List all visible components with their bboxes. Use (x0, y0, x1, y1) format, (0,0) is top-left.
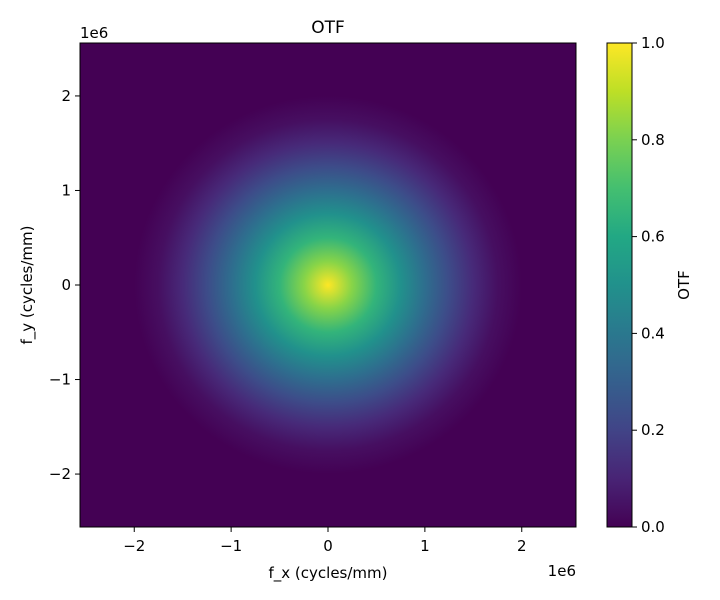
x-offset-text: 1e6 (548, 562, 576, 580)
x-axis-label: f_x (cycles/mm) (269, 564, 388, 583)
colorbar-tick-label: 0.8 (641, 131, 665, 149)
chart-title: OTF (311, 18, 345, 38)
x-tick-label: 0 (323, 537, 333, 555)
y-axis-label: f_y (cycles/mm) (18, 226, 37, 345)
colorbar-tick-label: 1.0 (641, 34, 665, 52)
colorbar-tick-label: 0.2 (641, 421, 665, 439)
x-axis-ticks: −2 −1 0 1 2 (123, 527, 527, 555)
colorbar-tick-label: 0.4 (641, 324, 665, 342)
y-tick-label: 2 (61, 87, 71, 105)
y-tick-label: 0 (61, 276, 71, 294)
y-tick-label: −2 (49, 465, 71, 483)
colorbar-tick-label: 0.0 (641, 518, 665, 536)
colorbar-tick-label: 0.6 (641, 228, 665, 246)
x-tick-label: −2 (123, 537, 145, 555)
colorbar-frame (606, 42, 633, 528)
heatmap-field (80, 43, 576, 527)
y-tick-label: 1 (61, 181, 71, 199)
y-axis-ticks: −2 −1 0 1 2 (49, 87, 80, 483)
x-tick-label: 1 (420, 537, 430, 555)
y-tick-label: −1 (49, 371, 71, 389)
x-tick-label: 2 (517, 537, 527, 555)
colorbar-label: OTF (675, 270, 693, 300)
colorbar-ticks: 0.0 0.2 0.4 0.6 0.8 1.0 (632, 34, 665, 536)
heatmap-area (80, 43, 576, 527)
x-tick-label: −1 (220, 537, 242, 555)
y-offset-text: 1e6 (80, 24, 108, 42)
colorbar (607, 43, 632, 527)
